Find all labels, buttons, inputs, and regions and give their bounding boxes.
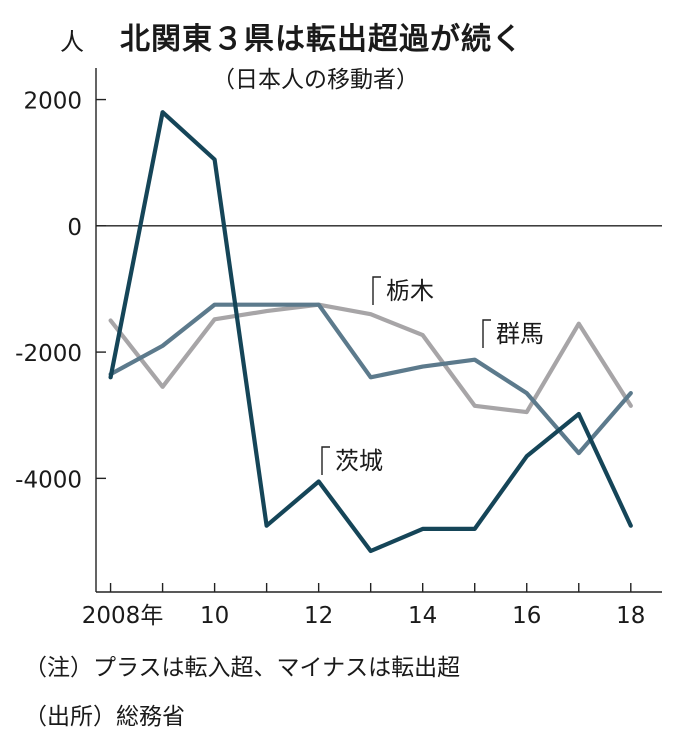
data-point	[213, 303, 217, 307]
data-point	[421, 365, 425, 369]
x-tick-label: 18	[616, 603, 645, 629]
data-point	[629, 524, 633, 528]
data-point	[473, 404, 477, 408]
data-point	[213, 317, 217, 321]
y-tick-label: -4000	[15, 467, 82, 493]
x-tick-label: 14	[408, 603, 437, 629]
annotation-gunma: 群馬	[496, 320, 544, 348]
data-point	[421, 527, 425, 531]
y-tick-label: 0	[67, 215, 82, 241]
x-tick-label: 12	[304, 603, 333, 629]
data-point	[160, 344, 165, 348]
data-point	[108, 318, 113, 323]
annotation-ibaraki: 茨城	[335, 447, 383, 475]
data-point	[473, 358, 477, 362]
data-point	[369, 312, 373, 316]
x-tick-label: 10	[200, 603, 229, 629]
data-point	[421, 333, 425, 337]
annotation-leader	[372, 276, 381, 305]
data-point	[108, 375, 113, 379]
data-point	[317, 479, 321, 484]
x-tick-label: 2008年	[82, 603, 164, 629]
chart-subtitle: （日本人の移動者）	[212, 67, 419, 93]
data-point	[629, 404, 633, 408]
data-point	[317, 303, 321, 307]
data-point	[265, 524, 269, 528]
y-tick-label: 2000	[23, 89, 82, 115]
data-point	[160, 110, 165, 114]
data-point	[265, 309, 269, 313]
data-point	[369, 375, 373, 379]
data-point	[577, 412, 581, 416]
data-point	[265, 303, 269, 307]
data-point	[525, 410, 529, 414]
data-point	[369, 549, 373, 553]
data-point	[213, 157, 217, 162]
annotation-tochigi: 栃木	[386, 277, 434, 305]
series-line-ibaraki	[108, 110, 633, 554]
data-point	[629, 391, 633, 395]
x-tick-label: 16	[512, 603, 541, 629]
source-note: （出所）総務省	[24, 704, 185, 730]
data-point	[577, 322, 581, 326]
footnote: （注）プラスは転入超、マイナスは転出超	[24, 655, 461, 681]
annotation-leader	[321, 446, 330, 475]
data-point	[473, 527, 477, 531]
data-point	[160, 385, 165, 389]
data-point	[525, 454, 529, 458]
data-point	[577, 451, 581, 455]
data-point	[525, 391, 529, 395]
annotation-leader	[482, 319, 491, 348]
y-axis-unit: 人	[60, 28, 84, 56]
y-tick-label: -2000	[15, 341, 82, 367]
series-line-tochigi	[108, 302, 633, 415]
chart-title: 北関東３県は転出超過が続く	[120, 22, 523, 57]
